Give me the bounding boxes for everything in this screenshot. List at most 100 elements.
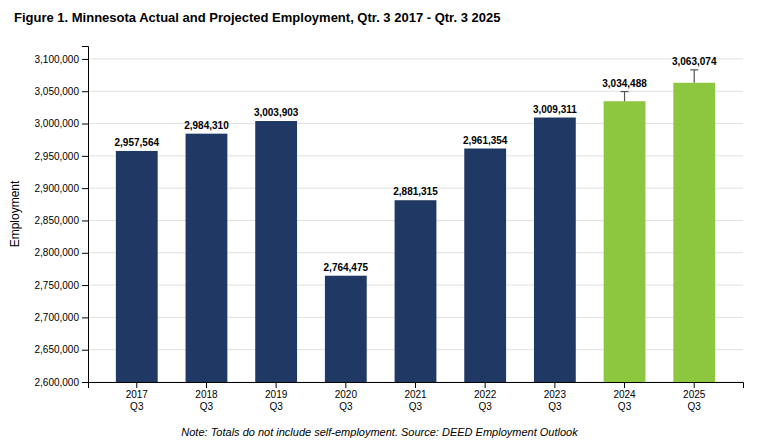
tick-mark bbox=[136, 382, 137, 388]
tick-mark bbox=[82, 156, 88, 157]
tick-label-line: 2020 bbox=[335, 389, 358, 400]
tick-mark bbox=[82, 220, 88, 221]
tick-label: 2017Q3 bbox=[126, 389, 149, 412]
error-bar-cap bbox=[621, 91, 629, 92]
tick-mark bbox=[206, 382, 207, 388]
tick-mark bbox=[415, 382, 416, 388]
tick-label-line: Q3 bbox=[688, 401, 702, 412]
tick-label: 2,900,000 bbox=[35, 183, 80, 194]
data-label: 3,063,074 bbox=[672, 56, 717, 67]
error-bar bbox=[690, 70, 698, 83]
tick-label: 3,050,000 bbox=[35, 86, 80, 97]
chart-note: Note: Totals do not include self-employm… bbox=[181, 426, 578, 438]
x-tick: 2019Q3 bbox=[265, 382, 288, 412]
y-tick: 2,850,000 bbox=[35, 215, 89, 226]
tick-mark bbox=[554, 382, 555, 388]
error-bar bbox=[621, 92, 629, 102]
y-tick: 2,900,000 bbox=[35, 183, 89, 194]
tick-label-line: Q3 bbox=[200, 401, 214, 412]
tick-label-line: 2019 bbox=[265, 389, 288, 400]
data-labels: 2,957,5642,984,3103,003,9032,764,4752,88… bbox=[115, 56, 717, 273]
tick-label-line: 2022 bbox=[474, 389, 497, 400]
tick-label-line: Q3 bbox=[479, 401, 493, 412]
data-label: 3,003,903 bbox=[254, 107, 299, 118]
data-label: 3,034,488 bbox=[602, 78, 647, 89]
error-bar-stem bbox=[694, 70, 695, 83]
tick-label-line: Q3 bbox=[269, 401, 283, 412]
y-axis: 2,600,000 2,650,000 2,700,000 2,750,000 2,80… bbox=[35, 47, 89, 388]
tick-label: 2,750,000 bbox=[35, 280, 80, 291]
tick-mark bbox=[82, 253, 88, 254]
x-axis: 2017Q32018Q32019Q32020Q32021Q32022Q32023… bbox=[89, 382, 744, 412]
chart-title: Figure 1. Minnesota Actual and Projected… bbox=[14, 10, 500, 25]
error-bar-stem bbox=[624, 92, 625, 102]
tick-mark bbox=[345, 382, 346, 388]
bar bbox=[673, 83, 715, 382]
y-axis-title: Employment bbox=[8, 180, 22, 247]
tick-label: 3,000,000 bbox=[35, 118, 80, 129]
data-label: 2,961,354 bbox=[463, 135, 508, 146]
tick-mark bbox=[82, 188, 88, 189]
tick-label-line: 2021 bbox=[404, 389, 427, 400]
tick-label: 2019Q3 bbox=[265, 389, 288, 412]
tick-label-line: Q3 bbox=[548, 401, 562, 412]
tick-label-line: 2017 bbox=[126, 389, 149, 400]
x-tick: 2023Q3 bbox=[544, 382, 567, 412]
tick-mark bbox=[82, 382, 88, 383]
tick-mark bbox=[82, 317, 88, 318]
axis-domain bbox=[82, 47, 89, 383]
tick-label: 2022Q3 bbox=[474, 389, 497, 412]
x-tick: 2017Q3 bbox=[126, 382, 149, 412]
tick-label: 2,850,000 bbox=[35, 215, 80, 226]
x-tick: 2025Q3 bbox=[683, 382, 706, 412]
grid-line bbox=[88, 58, 743, 59]
tick-label: 2018Q3 bbox=[195, 389, 218, 412]
tick-label: 2,950,000 bbox=[35, 151, 80, 162]
chart-container: 2,600,000 2,650,000 2,700,000 2,750,000 2,80… bbox=[0, 0, 759, 444]
bar bbox=[534, 118, 576, 382]
tick-label: 2024Q3 bbox=[613, 389, 636, 412]
axis-domain bbox=[89, 383, 744, 389]
tick-label-line: Q3 bbox=[409, 401, 423, 412]
tick-mark bbox=[624, 382, 625, 388]
bar bbox=[325, 276, 367, 382]
y-tick: 3,000,000 bbox=[35, 118, 89, 129]
tick-mark bbox=[276, 382, 277, 388]
tick-mark bbox=[82, 59, 88, 60]
tick-mark bbox=[485, 382, 486, 388]
tick-label-line: Q3 bbox=[130, 401, 144, 412]
y-tick: 2,600,000 bbox=[35, 377, 89, 388]
plot-area: 2,600,000 2,650,000 2,700,000 2,750,000 2,80… bbox=[35, 47, 744, 412]
bar bbox=[116, 151, 158, 382]
x-tick: 2022Q3 bbox=[474, 382, 497, 412]
y-tick: 2,800,000 bbox=[35, 247, 89, 258]
x-tick: 2024Q3 bbox=[613, 382, 636, 412]
y-tick: 2,750,000 bbox=[35, 280, 89, 291]
tick-label: 3,100,000 bbox=[35, 54, 80, 65]
tick-label-line: 2024 bbox=[613, 389, 636, 400]
tick-mark bbox=[82, 124, 88, 125]
bar bbox=[395, 200, 437, 382]
bar bbox=[255, 121, 297, 382]
tick-label: 2020Q3 bbox=[335, 389, 358, 412]
tick-label: 2025Q3 bbox=[683, 389, 706, 412]
tick-mark bbox=[82, 350, 88, 351]
bars bbox=[116, 70, 715, 382]
tick-label: 2,600,000 bbox=[35, 377, 80, 388]
tick-label-line: Q3 bbox=[618, 401, 632, 412]
grid bbox=[88, 59, 743, 382]
y-tick: 3,100,000 bbox=[35, 54, 89, 65]
bar bbox=[186, 134, 228, 382]
x-tick: 2020Q3 bbox=[335, 382, 358, 412]
x-tick: 2021Q3 bbox=[404, 382, 427, 412]
tick-label: 2,700,000 bbox=[35, 312, 80, 323]
y-tick: 2,650,000 bbox=[35, 344, 89, 355]
tick-label-line: 2025 bbox=[683, 389, 706, 400]
y-tick: 2,700,000 bbox=[35, 312, 89, 323]
tick-label: 2,650,000 bbox=[35, 344, 80, 355]
tick-mark bbox=[82, 285, 88, 286]
tick-label: 2021Q3 bbox=[404, 389, 427, 412]
tick-label: 2,800,000 bbox=[35, 247, 80, 258]
data-label: 3,009,311 bbox=[533, 104, 577, 115]
tick-label-line: Q3 bbox=[339, 401, 353, 412]
